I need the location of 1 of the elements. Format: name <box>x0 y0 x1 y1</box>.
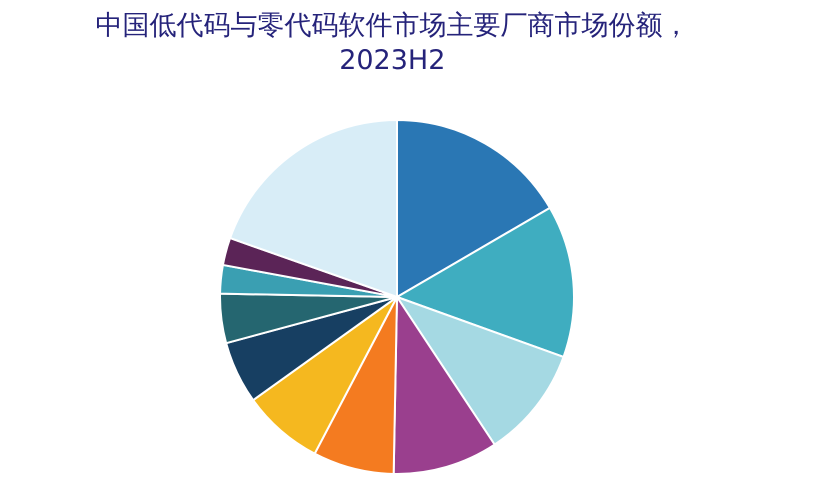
chart-title: 中国低代码与零代码软件市场主要厂商市场份额， 2023H2 <box>95 10 690 76</box>
